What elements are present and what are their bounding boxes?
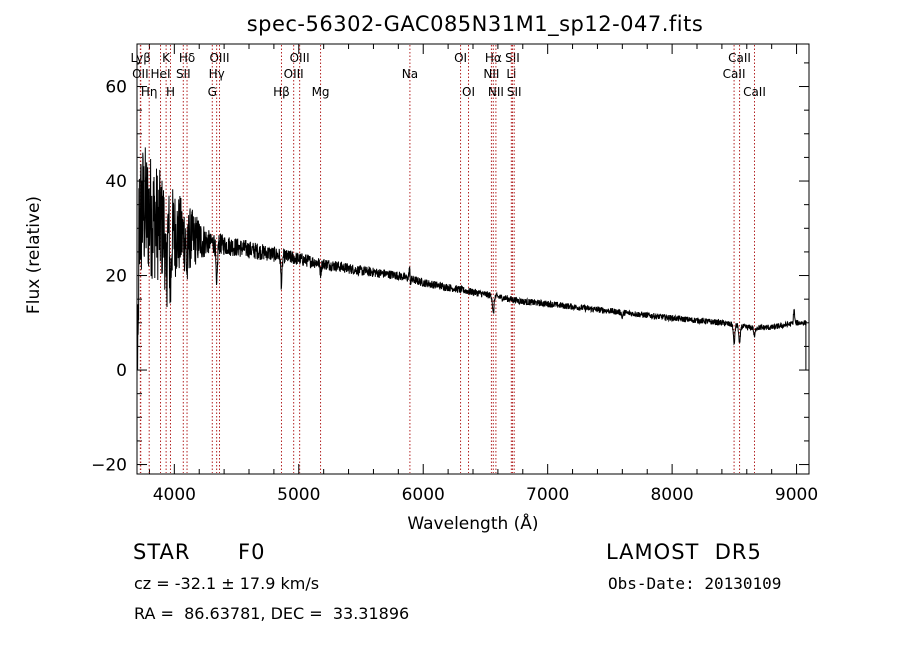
line-label: NII xyxy=(483,67,499,81)
y-tick-label: 0 xyxy=(116,361,127,381)
line-label: K xyxy=(162,51,171,65)
line-label: OIII xyxy=(290,51,310,65)
y-tick-label: 40 xyxy=(105,172,127,192)
line-label: Hα xyxy=(485,51,502,65)
x-tick-label: 9000 xyxy=(775,485,818,505)
line-label: CaII xyxy=(743,85,766,99)
line-label: Li xyxy=(506,67,516,81)
line-label: Hγ xyxy=(209,67,225,81)
x-axis-label: Wavelength (Å) xyxy=(407,512,538,534)
line-label: CaII xyxy=(728,51,751,65)
y-axis-label: Flux (relative) xyxy=(24,196,44,314)
line-label: G xyxy=(208,85,217,99)
y-tick-label: 20 xyxy=(105,267,127,287)
line-label: HeI xyxy=(151,67,171,81)
line-label: Hη xyxy=(141,85,158,99)
object-subclass: F0 xyxy=(238,540,266,564)
line-label: Na xyxy=(402,67,418,81)
x-tick-label: 6000 xyxy=(402,485,445,505)
line-label: Mg xyxy=(312,85,330,99)
x-tick-label: 7000 xyxy=(526,485,569,505)
line-label: SII xyxy=(505,51,520,65)
x-tick-label: 4000 xyxy=(153,485,196,505)
line-label: OI xyxy=(454,51,467,65)
chart-title: spec-56302-GAC085N31M1_sp12-047.fits xyxy=(247,12,704,37)
line-label: OII xyxy=(132,67,149,81)
line-label: NII xyxy=(488,85,504,99)
y-tick-label: −20 xyxy=(91,456,127,476)
line-label: OIII xyxy=(284,67,304,81)
observation-date: Obs-Date: 20130109 xyxy=(608,574,782,593)
object-class: STAR xyxy=(133,540,191,564)
coordinates: RA = 86.63781, DEC = 33.31896 xyxy=(134,604,410,623)
line-label: CaII xyxy=(723,67,746,81)
radial-velocity: cz = -32.1 ± 17.9 km/s xyxy=(134,574,320,593)
plot-frame xyxy=(136,43,810,475)
line-label: Hδ xyxy=(179,51,195,65)
line-label: OI xyxy=(462,85,475,99)
line-label: OIII xyxy=(209,51,229,65)
line-label: SII xyxy=(176,67,191,81)
y-tick-label: 60 xyxy=(105,78,127,98)
x-tick-label: 5000 xyxy=(277,485,320,505)
x-tick-label: 8000 xyxy=(650,485,693,505)
line-label: H xyxy=(166,85,175,99)
survey-release: LAMOST DR5 xyxy=(606,540,762,564)
line-label: Hβ xyxy=(273,85,290,99)
line-label: SII xyxy=(507,85,522,99)
spectrum-trace xyxy=(137,147,807,370)
line-label: Lyβ xyxy=(131,51,151,65)
